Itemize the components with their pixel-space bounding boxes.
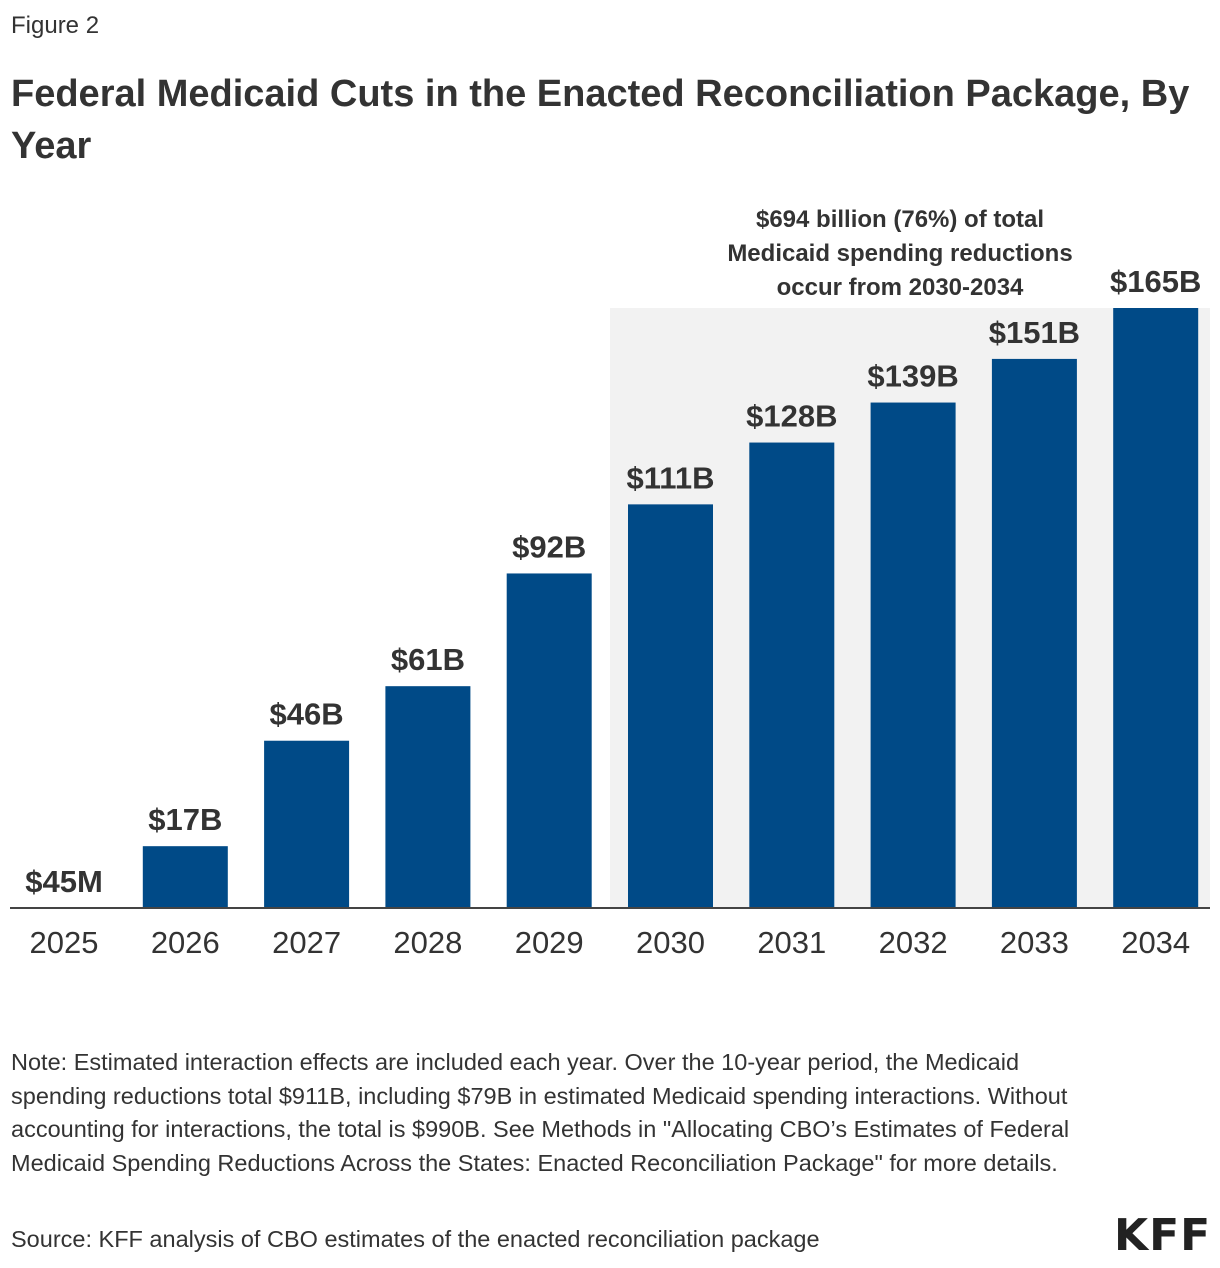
x-tick-label-2034: 2034 (1121, 925, 1190, 960)
bar-2029 (506, 573, 592, 908)
x-tick-label-2026: 2026 (151, 925, 220, 960)
data-label-2034: $165B (1110, 264, 1201, 299)
data-label-2025: $45M (25, 864, 103, 899)
data-label-2028: $61B (391, 642, 465, 677)
bar-2026 (142, 846, 228, 908)
data-label-2029: $92B (512, 529, 586, 564)
data-label-2030: $111B (627, 460, 715, 495)
bar-2031 (749, 442, 835, 908)
x-tick-label-2033: 2033 (1000, 925, 1069, 960)
data-label-2027: $46B (270, 697, 344, 732)
data-label-2032: $139B (867, 359, 958, 394)
chart-title: Federal Medicaid Cuts in the Enacted Rec… (11, 73, 1190, 167)
highlight-annotation: Medicaid spending reductions (727, 240, 1072, 267)
bar-2033 (991, 358, 1077, 909)
x-tick-label-2032: 2032 (879, 925, 948, 960)
x-tick-label-2031: 2031 (757, 925, 826, 960)
chart-source: Source: KFF analysis of CBO estimates of… (11, 1226, 820, 1252)
highlight-annotation: $694 billion (76%) of total (756, 206, 1044, 233)
x-tick-label-2030: 2030 (636, 925, 705, 960)
kff-logo: KFF (1114, 1210, 1212, 1261)
x-tick-label-2029: 2029 (515, 925, 584, 960)
x-tick-label-2025: 2025 (30, 925, 99, 960)
bar-2030 (628, 504, 713, 908)
figure-label: Figure 2 (11, 12, 100, 39)
bar-2034 (1113, 308, 1199, 908)
data-label-2033: $151B (989, 315, 1080, 350)
bar-chart: $694 billion (76%) of total Medicaid spen… (10, 206, 1210, 960)
chart-note: Note: Estimated interaction effects are … (11, 1049, 1070, 1176)
bar-2032 (870, 402, 956, 908)
highlight-annotation: occur from 2030-2034 (777, 274, 1024, 301)
x-tick-label-2028: 2028 (393, 925, 462, 960)
x-tick-label-2027: 2027 (272, 925, 341, 960)
bar-2027 (264, 740, 350, 908)
data-label-2031: $128B (746, 399, 837, 434)
data-label-2026: $17B (148, 802, 222, 837)
bar-2028 (385, 686, 471, 908)
